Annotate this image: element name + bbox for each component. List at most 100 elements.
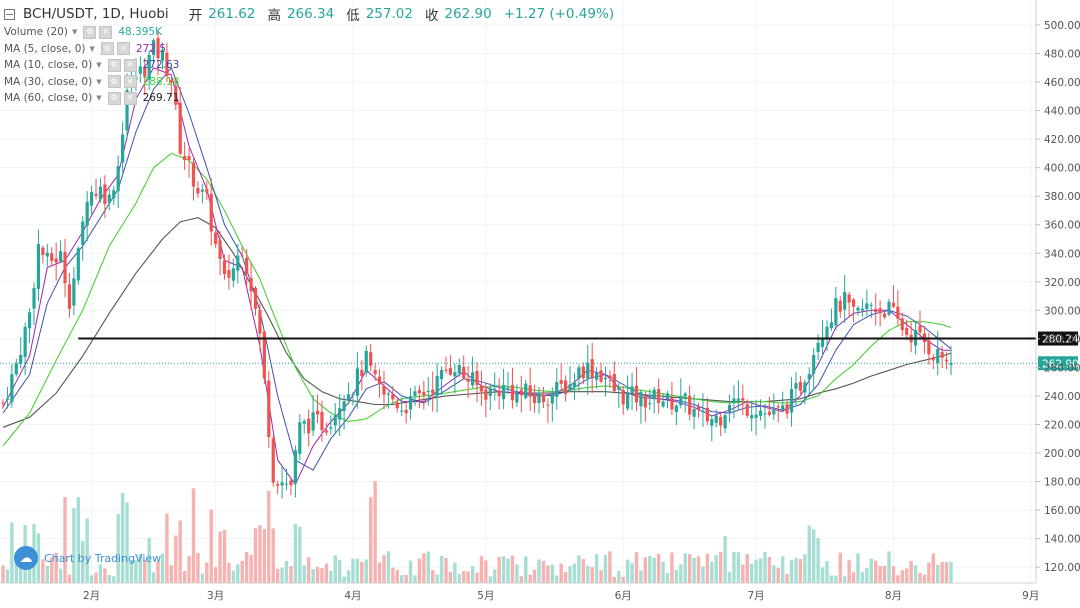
indicator-ma30[interactable]: MA (30, close, 0) ▼ ⚙ ✕ 288.18 [4, 74, 614, 91]
volume-bar [355, 558, 360, 583]
indicator-ma5[interactable]: MA (5, close, 0) ▼ ⚙ ✕ 272.5 [4, 41, 614, 58]
indicator-value: 272.63 [142, 59, 180, 72]
candle-body [27, 312, 32, 329]
volume-bar [723, 536, 727, 583]
volume-bar [404, 574, 408, 583]
candle-body [41, 247, 45, 255]
candle-body [887, 301, 891, 315]
settings-icon[interactable]: ⚙ [107, 91, 121, 105]
caret-down-icon[interactable]: ▼ [96, 61, 102, 70]
candle-body [838, 300, 842, 312]
candle-body [200, 189, 204, 192]
candle-body [67, 284, 72, 309]
candle-body [298, 422, 302, 454]
volume-bar [178, 520, 182, 583]
indicator-label: MA (10, close, 0) [4, 59, 93, 72]
volume-bar [869, 558, 873, 583]
y-tick-label: 380.00 [1044, 191, 1080, 203]
volume-bar [138, 554, 143, 583]
volume-bar [860, 572, 865, 583]
candle-body [165, 52, 169, 77]
volume-bar [373, 481, 377, 583]
volume-bar [794, 557, 798, 583]
volume-bar [72, 508, 76, 583]
volume-bar [45, 565, 49, 583]
volume-bars [1, 481, 953, 583]
volume-bar [329, 570, 333, 583]
candle-body [626, 392, 630, 409]
volume-bar [258, 525, 262, 583]
volume-bar [479, 556, 484, 583]
volume-bar [182, 571, 187, 583]
caret-down-icon[interactable]: ▼ [71, 28, 78, 37]
close-icon[interactable]: ✕ [123, 91, 137, 105]
volume-bar [400, 575, 404, 583]
caret-down-icon[interactable]: ▼ [89, 44, 95, 53]
settings-icon[interactable]: ⚙ [107, 75, 121, 89]
volume-bar [718, 551, 723, 583]
volume-bar [563, 571, 568, 583]
caret-down-icon[interactable]: ▼ [96, 94, 102, 103]
volume-bar [630, 563, 634, 583]
candle-body [621, 390, 625, 405]
volume-bar [275, 568, 280, 583]
volume-bar [931, 553, 935, 583]
tradingview-watermark[interactable]: ☁ Chart by TradingView [14, 546, 161, 570]
candle-body [50, 253, 54, 261]
close-icon[interactable]: ✕ [116, 42, 130, 56]
volume-bar [661, 561, 665, 583]
candle-body [72, 278, 76, 306]
volume-bar [107, 574, 112, 583]
volume-bar [577, 555, 581, 583]
candle-body [271, 438, 275, 483]
candle-body [218, 240, 222, 259]
candle-body [546, 404, 550, 406]
y-tick-label: 340.00 [1044, 248, 1080, 260]
settings-icon[interactable]: ⚙ [100, 42, 114, 56]
change-value: +1.27 (+0.49%) [503, 6, 615, 22]
volume-bar [843, 576, 847, 583]
close-icon[interactable]: ✕ [123, 58, 137, 72]
volume-bar [568, 566, 572, 583]
y-tick-label: 360.00 [1044, 220, 1080, 232]
caret-down-icon[interactable]: ▼ [96, 77, 102, 86]
volume-bar [519, 576, 524, 583]
candle-body [754, 414, 758, 418]
indicator-volume[interactable]: Volume (20) ▼ ⚙ ✕ 48.395K [4, 24, 614, 41]
close-icon[interactable]: ✕ [123, 75, 137, 89]
close-icon[interactable]: ✕ [99, 25, 113, 39]
candle-body [369, 352, 373, 366]
volume-bar [497, 556, 501, 583]
volume-bar [617, 570, 621, 583]
volume-bar [85, 518, 89, 583]
volume-bar [213, 567, 218, 583]
candle-body [674, 405, 678, 413]
volume-bar [262, 529, 267, 583]
volume-bar [652, 557, 656, 583]
candle-body [245, 257, 249, 274]
volume-bar [448, 571, 453, 583]
volume-bar [422, 553, 426, 583]
candle-body [444, 369, 448, 371]
volume-bar [364, 559, 368, 583]
volume-bar [377, 562, 382, 583]
collapse-icon[interactable] [4, 8, 15, 20]
candle-body [630, 386, 634, 394]
candle-body [426, 390, 430, 393]
volume-bar [306, 557, 311, 583]
volume-bar [670, 552, 674, 583]
candle-body [688, 395, 692, 415]
candle-body [466, 378, 470, 382]
volume-bar [887, 551, 891, 583]
candle-body [240, 255, 244, 257]
settings-icon[interactable]: ⚙ [83, 25, 97, 39]
settings-icon[interactable]: ⚙ [107, 58, 121, 72]
indicator-ma10[interactable]: MA (10, close, 0) ▼ ⚙ ✕ 272.63 [4, 57, 614, 74]
volume-bar [351, 558, 355, 583]
volume-bar [333, 555, 337, 583]
indicator-ma60[interactable]: MA (60, close, 0) ▼ ⚙ ✕ 269.71 [4, 90, 614, 107]
candle-body [803, 382, 807, 393]
volume-bar [851, 572, 856, 583]
volume-bar [772, 565, 776, 583]
